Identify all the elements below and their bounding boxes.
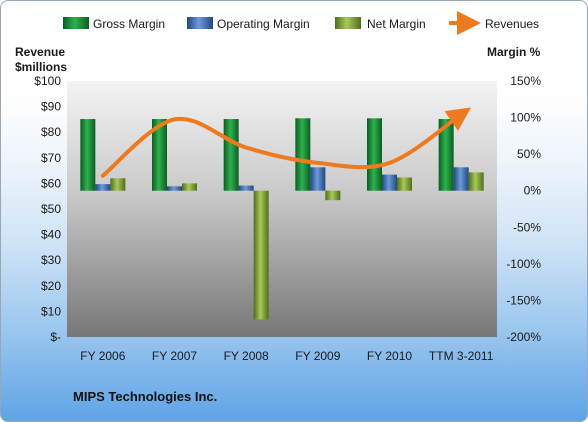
gross-margin-bar <box>367 118 382 191</box>
right-tick-label: -200% <box>506 330 541 344</box>
net-margin-bar <box>397 177 412 191</box>
operating-margin-bar <box>167 186 182 191</box>
x-axis-ticks: FY 2006 FY 2007 FY 2008 FY 2009 FY 2010 TTM 3… <box>80 349 493 363</box>
right-tick-label: 150% <box>510 74 541 88</box>
bars-group <box>80 118 484 320</box>
right-tick-label: -150% <box>506 293 541 307</box>
x-tick-label: FY 2007 <box>152 349 197 363</box>
left-axis-title-line1: Revenue <box>15 45 65 59</box>
left-axis-ticks: $- $10 $20 $30 $40 $50 $60 $70 $80 $90 $100 <box>34 74 61 344</box>
left-tick-label: $50 <box>41 202 61 216</box>
operating-margin-bar <box>95 184 111 191</box>
right-tick-label: -100% <box>506 257 541 271</box>
operating-margin-bar <box>382 174 397 191</box>
x-tick-label: FY 2006 <box>80 349 125 363</box>
revenues-line <box>100 107 472 178</box>
net-margin-bar <box>110 178 126 191</box>
plot-area <box>67 81 497 337</box>
company-name: MIPS Technologies Inc. <box>73 389 218 404</box>
x-tick-label: FY 2010 <box>367 349 412 363</box>
legend-swatch-operating-margin <box>187 17 213 29</box>
right-tick-label: 50% <box>517 147 541 161</box>
legend-swatch-net-margin <box>335 17 361 29</box>
gross-margin-bar <box>152 119 167 191</box>
net-margin-bar <box>325 190 341 201</box>
right-axis-title: Margin % <box>487 45 541 59</box>
left-tick-label: $60 <box>41 176 61 190</box>
left-tick-label: $90 <box>41 100 61 114</box>
x-tick-label: TTM 3-2011 <box>429 349 494 363</box>
legend-label-gross-margin: Gross Margin <box>93 17 165 31</box>
left-axis-title-line2: $millions <box>15 60 67 74</box>
right-tick-label: 100% <box>510 111 541 125</box>
legend-label-operating-margin: Operating Margin <box>217 17 310 31</box>
legend-label-net-margin: Net Margin <box>367 17 426 31</box>
left-tick-label: $100 <box>34 74 61 88</box>
operating-margin-bar <box>238 185 254 191</box>
legend-label-revenues: Revenues <box>485 17 539 31</box>
operating-margin-bar <box>453 167 469 191</box>
left-tick-label: $10 <box>41 304 61 318</box>
revenue-line-group <box>100 107 472 178</box>
left-tick-label: $70 <box>41 151 61 165</box>
left-tick-label: $80 <box>41 125 61 139</box>
operating-margin-bar <box>310 167 326 191</box>
x-tick-label: FY 2008 <box>224 349 269 363</box>
net-margin-bar <box>468 172 484 191</box>
left-tick-label: $- <box>50 330 61 344</box>
left-tick-label: $40 <box>41 228 61 242</box>
gross-margin-bar <box>295 118 311 191</box>
x-tick-label: FY 2009 <box>295 349 340 363</box>
left-tick-label: $30 <box>41 253 61 267</box>
gross-margin-bar <box>223 119 239 191</box>
right-tick-label: -50% <box>513 220 541 234</box>
gross-margin-bar <box>80 119 96 191</box>
net-margin-bar <box>253 190 269 320</box>
legend: Gross Margin Operating Margin Net Margin… <box>63 11 539 35</box>
gross-margin-bar <box>438 119 454 191</box>
right-axis-ticks: -200% -150% -100% -50% 0% 50% 100% 150% <box>506 74 541 344</box>
left-tick-label: $20 <box>41 279 61 293</box>
right-tick-label: 0% <box>524 184 542 198</box>
net-margin-bar <box>182 183 197 191</box>
legend-swatch-gross-margin <box>63 17 89 29</box>
